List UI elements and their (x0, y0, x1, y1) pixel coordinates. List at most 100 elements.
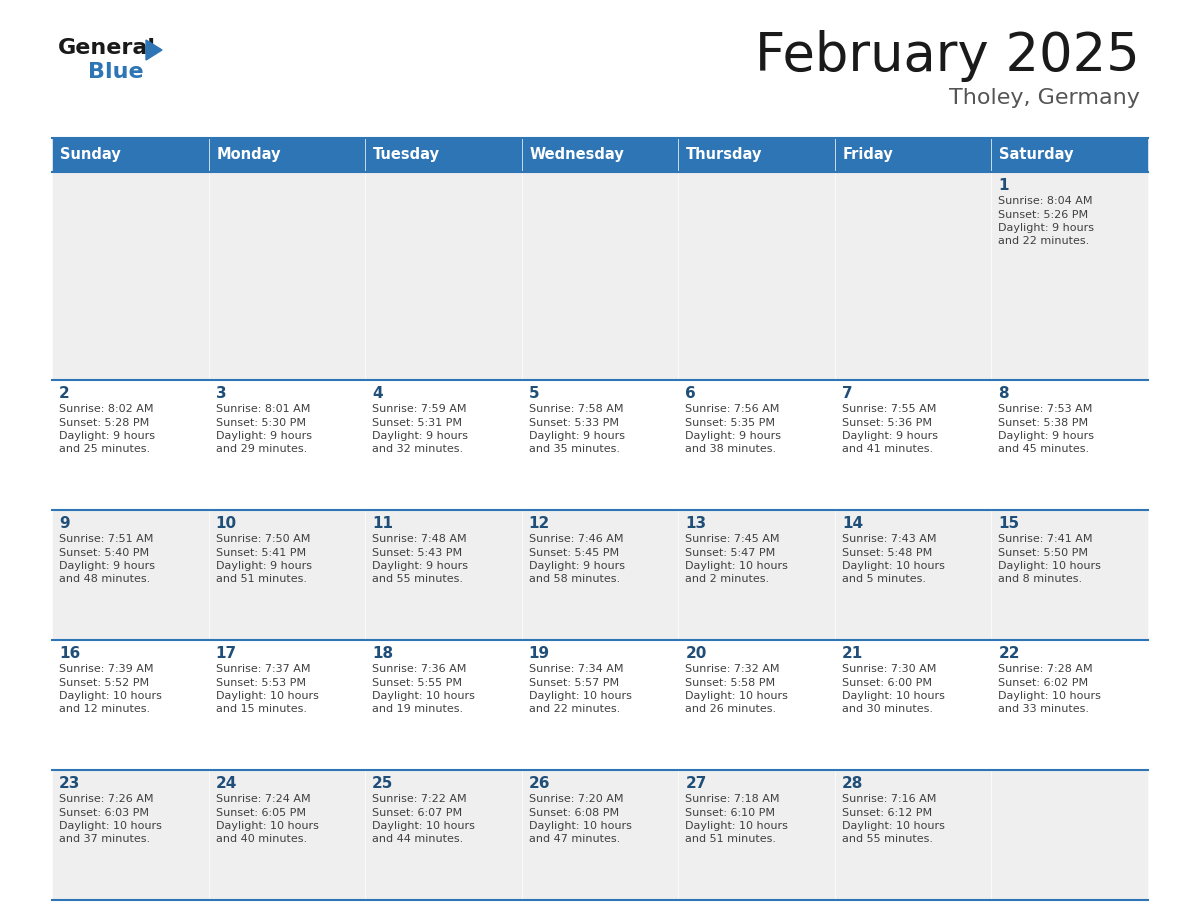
Text: Sunset: 5:43 PM: Sunset: 5:43 PM (372, 547, 462, 557)
Text: 27: 27 (685, 776, 707, 791)
Bar (365, 380, 522, 510)
Bar (365, 138, 522, 172)
Text: Sunrise: 7:46 AM: Sunrise: 7:46 AM (529, 534, 624, 544)
Text: and 51 minutes.: and 51 minutes. (215, 575, 307, 585)
Text: Sunset: 5:47 PM: Sunset: 5:47 PM (685, 547, 776, 557)
Text: and 37 minutes.: and 37 minutes. (59, 834, 150, 845)
Bar (992, 640, 1148, 770)
Text: Daylight: 9 hours: Daylight: 9 hours (59, 431, 154, 441)
Text: Daylight: 10 hours: Daylight: 10 hours (842, 691, 944, 701)
Text: Blue: Blue (88, 62, 144, 82)
Text: Sunset: 5:55 PM: Sunset: 5:55 PM (372, 677, 462, 688)
Text: February 2025: February 2025 (756, 30, 1140, 82)
Text: Sunrise: 7:24 AM: Sunrise: 7:24 AM (215, 794, 310, 804)
Bar (365, 510, 522, 640)
Text: 14: 14 (842, 516, 862, 531)
Text: Sunrise: 7:59 AM: Sunrise: 7:59 AM (372, 404, 467, 414)
Text: Daylight: 9 hours: Daylight: 9 hours (59, 561, 154, 571)
Text: 20: 20 (685, 646, 707, 661)
Text: Friday: Friday (842, 148, 893, 162)
Bar (678, 640, 835, 770)
Text: Daylight: 10 hours: Daylight: 10 hours (842, 561, 944, 571)
Text: 7: 7 (842, 386, 853, 401)
Text: Sunrise: 7:16 AM: Sunrise: 7:16 AM (842, 794, 936, 804)
Bar (992, 138, 1148, 172)
Text: Saturday: Saturday (999, 148, 1074, 162)
Text: Sunrise: 8:02 AM: Sunrise: 8:02 AM (59, 404, 153, 414)
Text: Daylight: 10 hours: Daylight: 10 hours (685, 691, 788, 701)
Text: Sunset: 5:30 PM: Sunset: 5:30 PM (215, 418, 305, 428)
Text: Daylight: 10 hours: Daylight: 10 hours (685, 561, 788, 571)
Text: and 29 minutes.: and 29 minutes. (215, 444, 307, 454)
Text: 22: 22 (998, 646, 1020, 661)
Text: 24: 24 (215, 776, 236, 791)
Bar (992, 770, 1148, 900)
Text: and 38 minutes.: and 38 minutes. (685, 444, 777, 454)
Text: Daylight: 9 hours: Daylight: 9 hours (215, 431, 311, 441)
Bar (522, 640, 678, 770)
Text: General: General (58, 38, 156, 58)
Text: Sunrise: 7:56 AM: Sunrise: 7:56 AM (685, 404, 779, 414)
Text: Sunset: 5:52 PM: Sunset: 5:52 PM (59, 677, 150, 688)
Text: Sunset: 5:45 PM: Sunset: 5:45 PM (529, 547, 619, 557)
Text: Daylight: 10 hours: Daylight: 10 hours (59, 691, 162, 701)
Text: Daylight: 10 hours: Daylight: 10 hours (685, 821, 788, 831)
Text: and 12 minutes.: and 12 minutes. (59, 704, 150, 714)
Text: Sunset: 5:57 PM: Sunset: 5:57 PM (529, 677, 619, 688)
Text: Daylight: 9 hours: Daylight: 9 hours (842, 431, 937, 441)
Text: 11: 11 (372, 516, 393, 531)
Text: Sunset: 6:02 PM: Sunset: 6:02 PM (998, 677, 1088, 688)
Text: and 41 minutes.: and 41 minutes. (842, 444, 933, 454)
Text: Sunrise: 7:55 AM: Sunrise: 7:55 AM (842, 404, 936, 414)
Bar (678, 138, 835, 172)
Text: Daylight: 9 hours: Daylight: 9 hours (998, 223, 1094, 233)
Text: Sunrise: 7:22 AM: Sunrise: 7:22 AM (372, 794, 467, 804)
Text: Daylight: 9 hours: Daylight: 9 hours (998, 431, 1094, 441)
Text: 17: 17 (215, 646, 236, 661)
Text: Sunset: 5:50 PM: Sunset: 5:50 PM (998, 547, 1088, 557)
Text: Sunrise: 7:36 AM: Sunrise: 7:36 AM (372, 664, 467, 674)
Text: Daylight: 9 hours: Daylight: 9 hours (529, 561, 625, 571)
Text: and 5 minutes.: and 5 minutes. (842, 575, 925, 585)
Text: Sunset: 6:03 PM: Sunset: 6:03 PM (59, 808, 148, 818)
Text: Daylight: 10 hours: Daylight: 10 hours (998, 691, 1101, 701)
Bar (835, 138, 992, 172)
Text: 19: 19 (529, 646, 550, 661)
Text: and 19 minutes.: and 19 minutes. (372, 704, 463, 714)
Text: 1: 1 (998, 178, 1009, 193)
Text: Daylight: 9 hours: Daylight: 9 hours (215, 561, 311, 571)
Text: Sunrise: 7:48 AM: Sunrise: 7:48 AM (372, 534, 467, 544)
Text: Daylight: 9 hours: Daylight: 9 hours (372, 431, 468, 441)
Text: Daylight: 10 hours: Daylight: 10 hours (372, 821, 475, 831)
Text: and 55 minutes.: and 55 minutes. (842, 834, 933, 845)
Text: and 2 minutes.: and 2 minutes. (685, 575, 770, 585)
Bar (522, 380, 678, 510)
Text: 10: 10 (215, 516, 236, 531)
Text: 6: 6 (685, 386, 696, 401)
Text: Sunset: 5:35 PM: Sunset: 5:35 PM (685, 418, 776, 428)
Text: and 48 minutes.: and 48 minutes. (59, 575, 150, 585)
Text: Daylight: 10 hours: Daylight: 10 hours (215, 691, 318, 701)
Text: Sunrise: 7:50 AM: Sunrise: 7:50 AM (215, 534, 310, 544)
Text: Sunrise: 7:32 AM: Sunrise: 7:32 AM (685, 664, 779, 674)
Text: and 22 minutes.: and 22 minutes. (529, 704, 620, 714)
Bar (52, 172, 209, 380)
Bar (209, 640, 365, 770)
Text: Sunrise: 7:41 AM: Sunrise: 7:41 AM (998, 534, 1093, 544)
Text: Sunset: 6:05 PM: Sunset: 6:05 PM (215, 808, 305, 818)
Text: 2: 2 (59, 386, 70, 401)
Text: Daylight: 10 hours: Daylight: 10 hours (529, 821, 632, 831)
Text: and 44 minutes.: and 44 minutes. (372, 834, 463, 845)
Bar (52, 770, 209, 900)
Text: Daylight: 9 hours: Daylight: 9 hours (372, 561, 468, 571)
Bar (835, 510, 992, 640)
Text: Sunset: 6:00 PM: Sunset: 6:00 PM (842, 677, 931, 688)
Text: Sunrise: 7:18 AM: Sunrise: 7:18 AM (685, 794, 779, 804)
Bar (522, 510, 678, 640)
Bar (835, 172, 992, 380)
Bar (522, 770, 678, 900)
Text: Tuesday: Tuesday (373, 148, 440, 162)
Bar (209, 380, 365, 510)
Bar (209, 770, 365, 900)
Text: Sunrise: 7:30 AM: Sunrise: 7:30 AM (842, 664, 936, 674)
